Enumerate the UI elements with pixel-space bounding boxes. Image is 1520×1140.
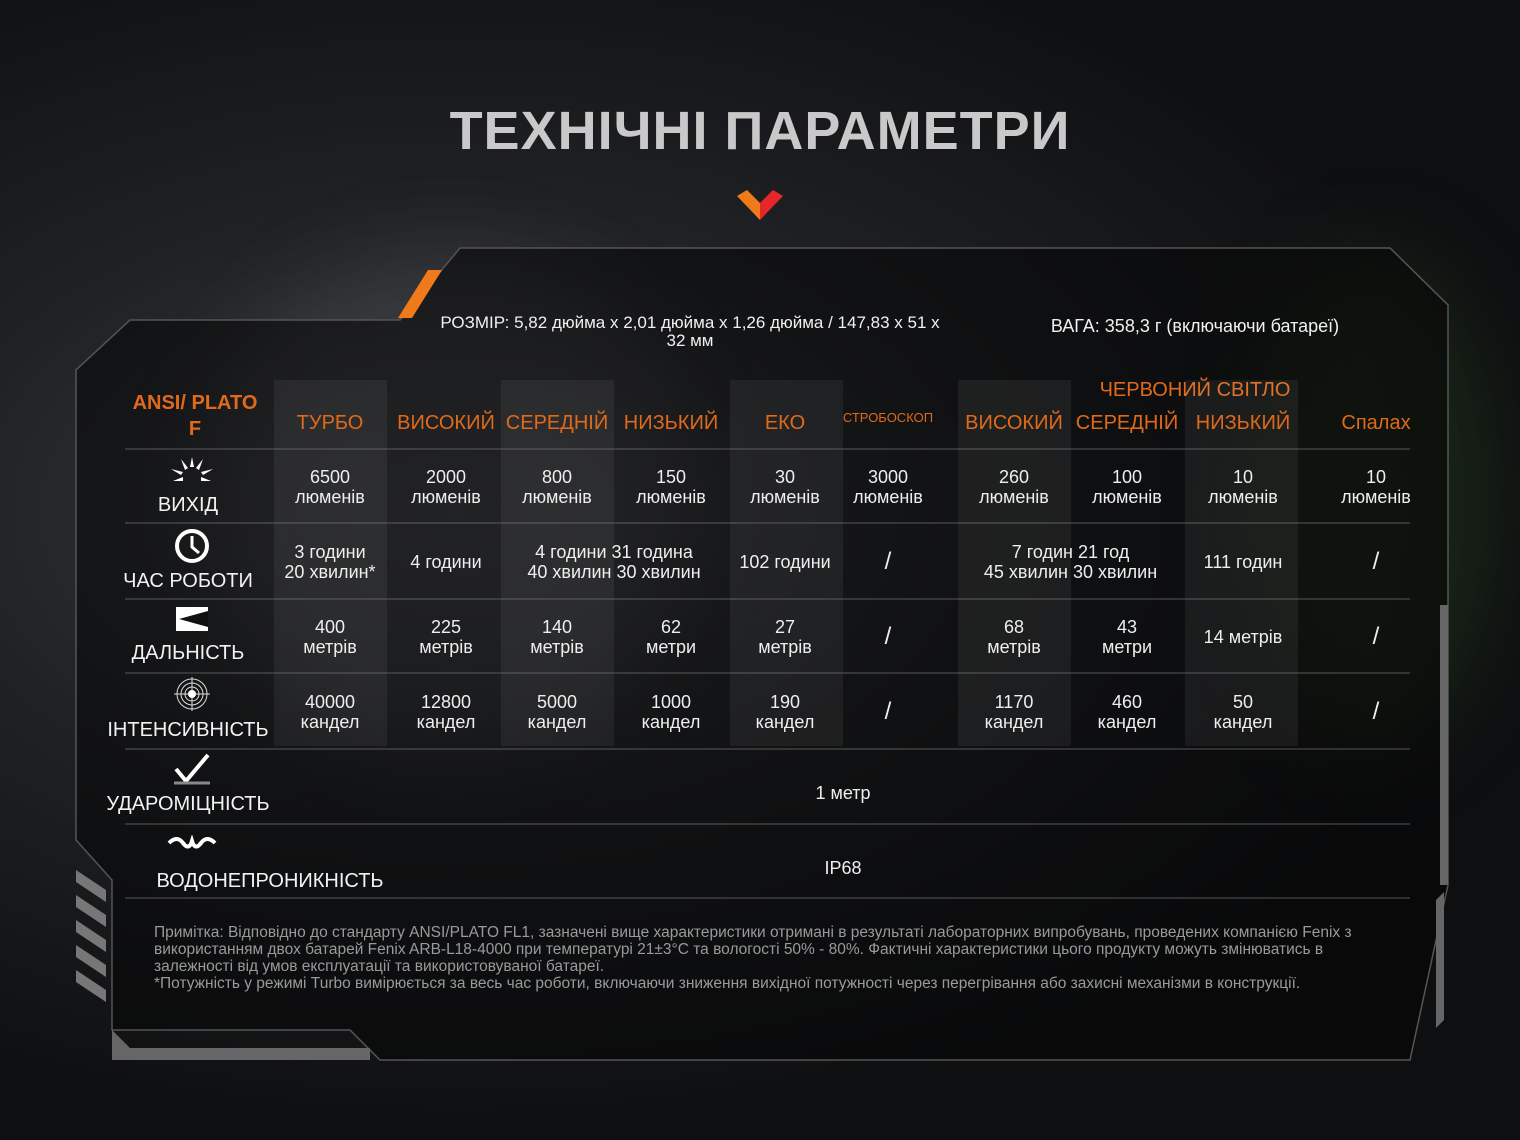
row-label: ІНТЕНСИВНІСТЬ bbox=[107, 719, 269, 741]
table-cell: 140 метрів bbox=[530, 617, 584, 657]
column-header: Спалах bbox=[1341, 412, 1411, 434]
column-shade bbox=[274, 380, 387, 746]
table-cell: 400 метрів bbox=[303, 617, 357, 657]
table-cell: 7 годин 21 год 45 хвилин 30 хвилин bbox=[983, 542, 1158, 582]
column-shade bbox=[730, 380, 843, 746]
table-cell: 68 метрів bbox=[987, 617, 1041, 657]
row-divider bbox=[125, 823, 1410, 825]
red-light-group-header: ЧЕРВОНИЙ СВІТЛО bbox=[1099, 379, 1291, 401]
table-cell: IP68 bbox=[824, 858, 862, 878]
light-burst-icon bbox=[169, 455, 215, 488]
table-cell: 225 метрів bbox=[419, 617, 473, 657]
beam-distance-icon bbox=[175, 605, 209, 638]
chevron-down-icon bbox=[737, 190, 783, 220]
column-header: СЕРЕДНІЙ bbox=[505, 412, 609, 434]
water-icon bbox=[167, 834, 217, 860]
table-cell: 190 кандел bbox=[755, 692, 815, 732]
column-shade bbox=[1185, 380, 1298, 746]
table-cell: 800 люменів bbox=[522, 467, 592, 507]
column-header: НИЗЬКИЙ bbox=[623, 412, 719, 434]
row-divider bbox=[125, 672, 1410, 674]
table-cell: / bbox=[1372, 698, 1380, 725]
row-divider bbox=[125, 522, 1410, 524]
table-cell: / bbox=[1372, 623, 1380, 650]
table-cell: 150 люменів bbox=[636, 467, 706, 507]
footnote: Примітка: Відповідно до стандарту ANSI/P… bbox=[154, 924, 1384, 992]
turbo-note-text: *Потужність у режимі Turbo вимірюється з… bbox=[154, 975, 1301, 992]
row-label: ВОДОНЕПРОНИКНІСТЬ bbox=[156, 870, 384, 892]
column-header: СТРОБОСКОП bbox=[842, 410, 934, 425]
table-cell: 27 метрів bbox=[758, 617, 812, 657]
table-cell: / bbox=[884, 548, 892, 575]
table-cell: 50 кандел bbox=[1213, 692, 1273, 732]
table-cell: 10 люменів bbox=[1341, 467, 1411, 507]
table-cell: 3 години 20 хвилин* bbox=[284, 542, 376, 582]
impact-icon bbox=[172, 753, 212, 790]
ansi-plato-label: ANSI/ PLATO F bbox=[132, 392, 258, 440]
table-cell: 30 люменів bbox=[750, 467, 820, 507]
column-shade bbox=[958, 380, 1071, 746]
table-cell: / bbox=[1372, 548, 1380, 575]
table-cell: 12800 кандел bbox=[416, 692, 476, 732]
column-shade bbox=[501, 380, 614, 746]
table-cell: 6500 люменів bbox=[295, 467, 365, 507]
table-cell: 4 години bbox=[410, 552, 482, 572]
column-header: ВИСОКИЙ bbox=[965, 412, 1063, 434]
table-cell: 3000 люменів bbox=[853, 467, 923, 507]
table-cell: 5000 кандел bbox=[527, 692, 587, 732]
column-header: СЕРЕДНІЙ bbox=[1075, 412, 1179, 434]
page-title: ТЕХНІЧНІ ПАРАМЕТРИ bbox=[449, 101, 1071, 161]
row-divider bbox=[125, 897, 1410, 899]
column-header: НИЗЬКИЙ bbox=[1195, 412, 1291, 434]
target-icon bbox=[172, 676, 212, 717]
table-cell: 4 години 31 година 40 хвилин 30 хвилин bbox=[527, 542, 701, 582]
column-header: ВИСОКИЙ bbox=[397, 412, 495, 434]
row-divider bbox=[125, 748, 1410, 750]
row-label: ДАЛЬНІСТЬ bbox=[131, 642, 245, 664]
table-cell: 260 люменів bbox=[979, 467, 1049, 507]
table-cell: 62 метри bbox=[645, 617, 697, 657]
table-cell: 1000 кандел bbox=[641, 692, 701, 732]
row-label: ЧАС РОБОТИ bbox=[123, 570, 253, 592]
table-cell: 460 кандел bbox=[1097, 692, 1157, 732]
note-text: Примітка: Відповідно до стандарту ANSI/P… bbox=[154, 924, 1352, 975]
table-cell: 10 люменів bbox=[1208, 467, 1278, 507]
column-header: ТУРБО bbox=[296, 412, 364, 434]
row-label: УДАРОМІЦНІСТЬ bbox=[106, 793, 270, 815]
row-label: ВИХІД bbox=[157, 494, 219, 516]
table-cell: 102 години bbox=[739, 552, 831, 572]
row-divider bbox=[125, 448, 1410, 450]
column-header: ЕКО bbox=[764, 412, 806, 434]
table-cell: 100 люменів bbox=[1092, 467, 1162, 507]
size-spec: РОЗМІР: 5,82 дюйма x 2,01 дюйма x 1,26 д… bbox=[440, 313, 940, 350]
table-cell: 1 метр bbox=[815, 783, 871, 803]
table-cell: 2000 люменів bbox=[411, 467, 481, 507]
row-divider bbox=[125, 598, 1410, 600]
table-cell: 40000 кандел bbox=[300, 692, 360, 732]
table-cell: 1170 кандел bbox=[984, 692, 1044, 732]
table-cell: / bbox=[884, 623, 892, 650]
weight-spec: ВАГА: 358,3 г (включаючи батареї) bbox=[1050, 316, 1340, 336]
table-cell: 111 годин bbox=[1203, 552, 1283, 572]
clock-icon bbox=[174, 528, 210, 569]
table-cell: / bbox=[884, 698, 892, 725]
table-cell: 43 метри bbox=[1101, 617, 1153, 657]
table-cell: 14 метрів bbox=[1203, 627, 1283, 647]
